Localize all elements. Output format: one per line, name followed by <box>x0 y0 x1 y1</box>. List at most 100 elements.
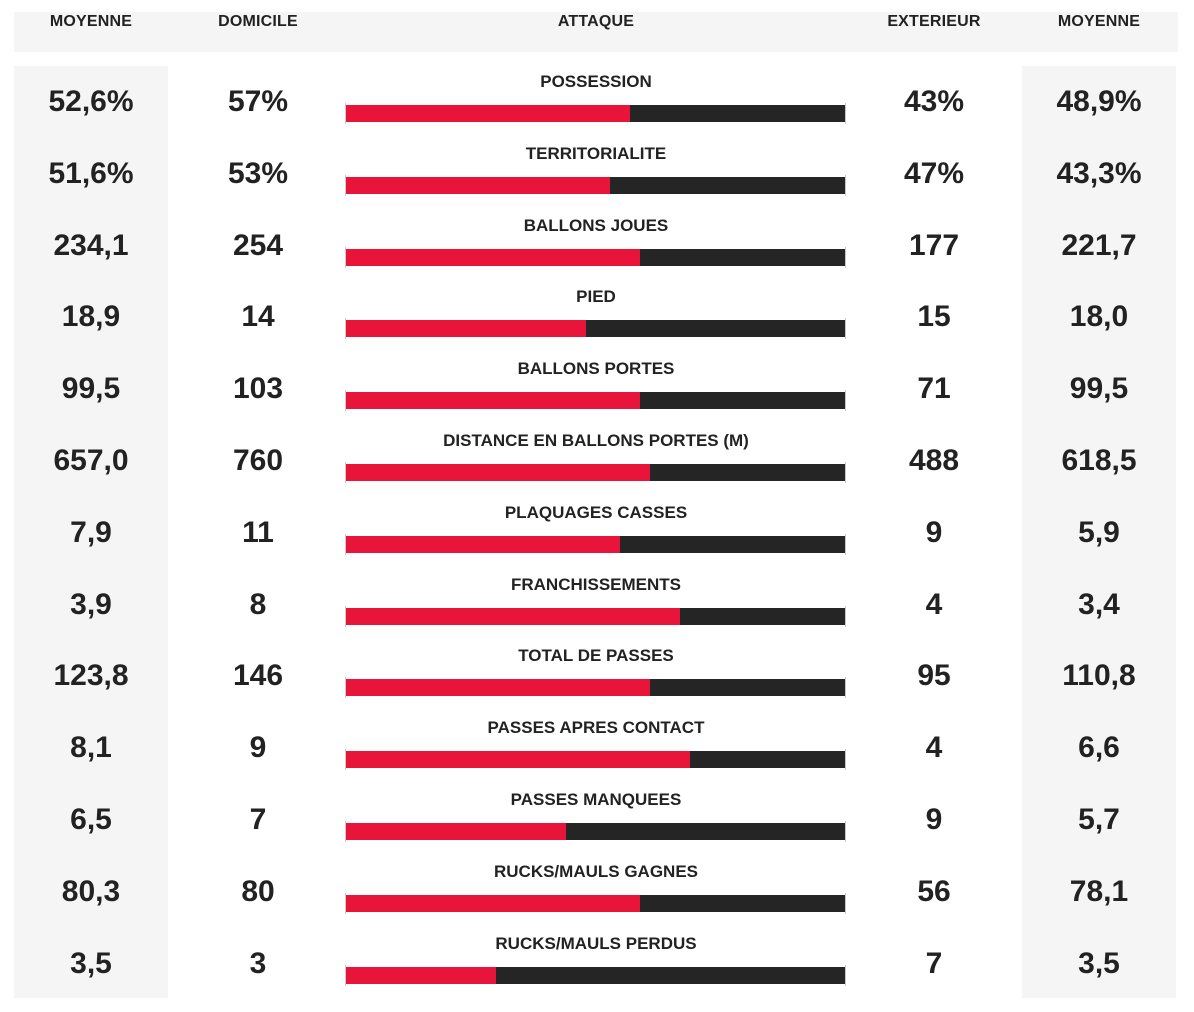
away-value: 7 <box>925 946 943 980</box>
away-value: 43% <box>903 85 965 118</box>
comparison-bar-home <box>346 320 586 338</box>
comparison-bar-away <box>346 607 845 625</box>
away-average-column <box>1022 66 1176 998</box>
home-value: 254 <box>232 228 284 262</box>
home-value: 760 <box>232 444 284 477</box>
away-average-value: 5,9 <box>1078 515 1120 549</box>
home-value: 14 <box>241 300 275 334</box>
stat-label: PIED <box>576 287 616 307</box>
comparison-bar-home <box>346 248 640 266</box>
away-average-value: 6,6 <box>1078 731 1120 765</box>
comparison-bar-away <box>346 464 845 481</box>
comparison-bar-away <box>346 320 845 338</box>
bar-right-tick <box>845 103 846 124</box>
home-value: 11 <box>242 515 274 549</box>
home-average-value: 7,9 <box>70 515 112 549</box>
bar-left-tick <box>345 174 346 196</box>
away-average-value: 221,7 <box>1061 228 1137 262</box>
away-value: 95 <box>917 659 951 693</box>
header-home: DOMICILE <box>218 13 298 30</box>
home-value: 146 <box>232 659 284 693</box>
bar-right-tick <box>845 964 846 986</box>
header-away-average: MOYENNE <box>1057 13 1141 30</box>
home-average-value: 8,1 <box>70 731 112 765</box>
away-average-value: 3,4 <box>1078 587 1120 621</box>
home-average-value: 657,0 <box>53 444 129 477</box>
table-header <box>14 12 1178 52</box>
comparison-bar-away <box>346 248 845 266</box>
bar-left-tick <box>345 390 346 412</box>
home-average-value: 51,6% <box>48 156 134 190</box>
home-average-value: 3,5 <box>70 946 112 980</box>
stat-label: DISTANCE EN BALLONS PORTES (M) <box>443 431 749 450</box>
away-average-value: 3,5 <box>1078 946 1120 980</box>
away-average-value: 48,9% <box>1056 85 1142 118</box>
comparison-bar-home <box>346 464 650 481</box>
comparison-bar-home <box>346 105 630 122</box>
comparison-bar-home <box>346 894 640 912</box>
comparison-bar-away <box>346 751 845 769</box>
bar-left-tick <box>345 318 346 340</box>
bar-right-tick <box>845 605 846 627</box>
bar-left-tick <box>345 964 346 986</box>
stat-label: PLAQUAGES CASSES <box>504 502 688 522</box>
home-average-value: 99,5 <box>61 372 121 406</box>
bar-left-tick <box>345 749 346 771</box>
comparison-bar-away <box>346 894 845 912</box>
bar-right-tick <box>845 892 846 914</box>
home-value: 9 <box>249 731 267 765</box>
away-average-value: 18,0 <box>1069 300 1129 334</box>
bar-left-tick <box>345 462 346 483</box>
bar-right-tick <box>845 318 846 340</box>
stat-label: RUCKS/MAULS GAGNES <box>493 861 698 881</box>
home-value: 80 <box>241 874 275 908</box>
comparison-bar-home <box>346 679 650 697</box>
away-average-value: 5,7 <box>1078 803 1120 836</box>
bar-left-tick <box>345 892 346 914</box>
away-value: 4 <box>925 731 943 765</box>
home-average-value: 3,9 <box>70 587 112 621</box>
away-value: 488 <box>908 444 960 477</box>
comparison-bar-away <box>346 535 845 553</box>
home-value: 3 <box>249 946 267 980</box>
home-average-value: 18,9 <box>61 300 121 334</box>
away-value: 15 <box>917 300 951 334</box>
comparison-bar-home <box>346 176 610 194</box>
home-average-value: 6,5 <box>70 803 112 836</box>
away-value: 9 <box>925 803 943 836</box>
bar-right-tick <box>845 390 846 412</box>
stat-label: PASSES MANQUEES <box>510 790 682 809</box>
away-average-value: 110,8 <box>1062 659 1136 693</box>
away-value: 4 <box>925 587 943 621</box>
away-value: 9 <box>925 515 943 549</box>
away-average-value: 78,1 <box>1069 874 1129 908</box>
bar-right-tick <box>845 174 846 196</box>
away-average-value: 618,5 <box>1061 444 1137 477</box>
home-average-value: 80,3 <box>61 874 121 908</box>
home-average-value: 52,6% <box>48 85 134 118</box>
home-value: 7 <box>249 803 267 836</box>
home-value: 103 <box>232 372 284 406</box>
comparison-bar-home <box>346 607 680 625</box>
comparison-bar-home <box>346 392 640 410</box>
header-away: EXTERIEUR <box>887 13 981 30</box>
bar-right-tick <box>845 462 846 483</box>
comparison-bar-home <box>346 751 690 769</box>
stat-label: BALLONS PORTES <box>517 359 675 379</box>
stat-label: RUCKS/MAULS PERDUS <box>495 933 697 953</box>
comparison-bar-away <box>346 823 845 840</box>
away-value: 47% <box>903 156 965 190</box>
bar-left-tick <box>345 533 346 555</box>
bar-right-tick <box>845 246 846 268</box>
comparison-bar-away <box>346 392 845 410</box>
comparison-bar-home <box>346 535 620 553</box>
home-average-value: 123,8 <box>53 659 129 693</box>
stat-label: TERRITORIALITE <box>525 143 667 163</box>
stat-label: TOTAL DE PASSES <box>518 646 674 666</box>
header-home-average: MOYENNE <box>49 13 133 30</box>
comparison-bar-home <box>346 966 496 984</box>
comparison-bar-home <box>346 823 566 840</box>
stat-label: PASSES APRES CONTACT <box>487 718 705 738</box>
home-average-column <box>14 66 168 998</box>
